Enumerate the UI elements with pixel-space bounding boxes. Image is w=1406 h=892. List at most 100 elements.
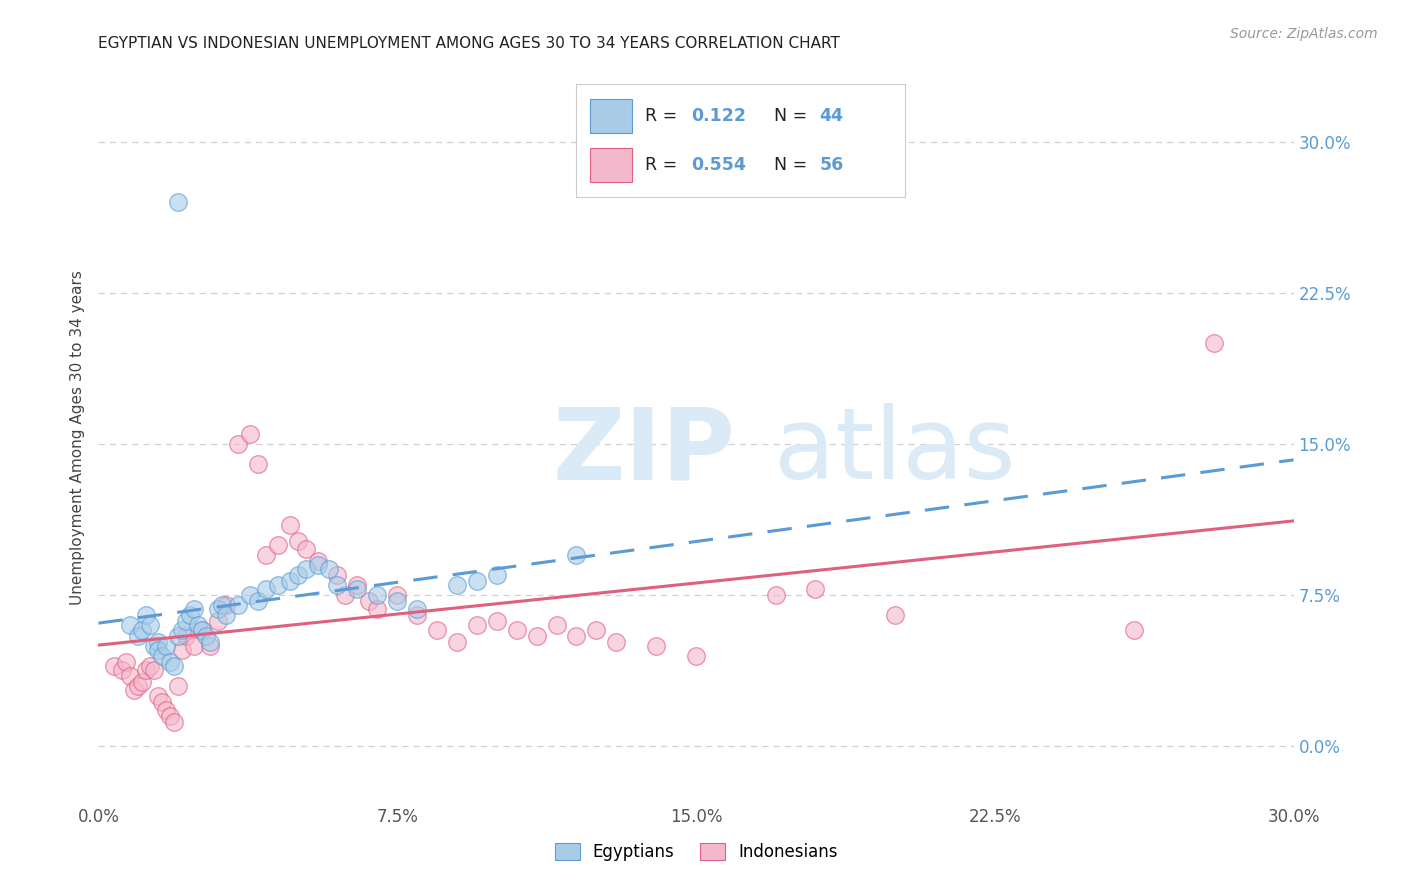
Point xyxy=(406,602,429,616)
Point xyxy=(172,623,194,637)
Point xyxy=(150,695,173,709)
Point xyxy=(195,629,218,643)
Point xyxy=(287,533,309,548)
Point xyxy=(446,578,468,592)
Point xyxy=(426,623,449,637)
Point xyxy=(207,602,229,616)
Point xyxy=(163,658,186,673)
Point xyxy=(131,674,153,689)
Legend: Egyptians, Indonesians: Egyptians, Indonesians xyxy=(548,836,844,868)
Point xyxy=(198,639,221,653)
Point xyxy=(366,602,388,616)
Point xyxy=(131,623,153,637)
Point xyxy=(143,663,166,677)
Text: ZIP: ZIP xyxy=(553,403,735,500)
Point xyxy=(226,599,249,613)
Point xyxy=(215,599,238,613)
Point xyxy=(294,562,316,576)
Point xyxy=(187,618,209,632)
Point xyxy=(183,602,205,616)
Point xyxy=(359,594,381,608)
Point xyxy=(465,618,488,632)
Point xyxy=(167,629,190,643)
Point xyxy=(207,615,229,629)
Point xyxy=(211,599,233,613)
Point xyxy=(150,648,173,663)
Point xyxy=(366,588,388,602)
Point xyxy=(239,427,262,442)
Point xyxy=(346,582,368,597)
Text: EGYPTIAN VS INDONESIAN UNEMPLOYMENT AMONG AGES 30 TO 34 YEARS CORRELATION CHART: EGYPTIAN VS INDONESIAN UNEMPLOYMENT AMON… xyxy=(98,36,841,51)
Point xyxy=(485,568,508,582)
Point xyxy=(191,623,214,637)
Point xyxy=(148,634,170,648)
Point xyxy=(267,538,290,552)
Y-axis label: Unemployment Among Ages 30 to 34 years: Unemployment Among Ages 30 to 34 years xyxy=(69,269,84,605)
Point xyxy=(198,634,221,648)
Point xyxy=(326,578,349,592)
Point xyxy=(239,588,262,602)
Point xyxy=(155,703,177,717)
Point xyxy=(167,195,190,210)
Point xyxy=(179,608,201,623)
Point xyxy=(526,629,548,643)
Point xyxy=(546,618,568,632)
Point xyxy=(685,648,707,663)
Point xyxy=(148,689,170,703)
Point xyxy=(143,639,166,653)
Point xyxy=(135,608,157,623)
Point xyxy=(246,457,269,471)
Point xyxy=(127,629,149,643)
Point xyxy=(765,588,787,602)
Point xyxy=(159,709,181,723)
Point xyxy=(215,608,238,623)
Point xyxy=(645,639,668,653)
Point xyxy=(226,437,249,451)
Point xyxy=(254,582,277,597)
Point xyxy=(565,629,588,643)
Text: Source: ZipAtlas.com: Source: ZipAtlas.com xyxy=(1230,27,1378,41)
Point xyxy=(135,663,157,677)
Point xyxy=(120,669,142,683)
Point xyxy=(506,623,529,637)
Point xyxy=(278,574,301,589)
Point xyxy=(294,541,316,556)
Point xyxy=(254,548,277,562)
Point xyxy=(163,715,186,730)
Point xyxy=(406,608,429,623)
Point xyxy=(585,623,607,637)
Point xyxy=(1123,623,1146,637)
Text: atlas: atlas xyxy=(773,403,1015,500)
Point xyxy=(307,554,329,568)
Point xyxy=(485,615,508,629)
Point xyxy=(174,615,197,629)
Point xyxy=(278,517,301,532)
Point xyxy=(159,655,181,669)
Point xyxy=(191,623,214,637)
Point xyxy=(246,594,269,608)
Point xyxy=(307,558,329,572)
Point xyxy=(804,582,827,597)
Point xyxy=(120,618,142,632)
Point xyxy=(124,682,146,697)
Point xyxy=(155,639,177,653)
Point xyxy=(139,658,162,673)
Point xyxy=(183,639,205,653)
Point xyxy=(346,578,368,592)
Point xyxy=(115,655,138,669)
Point xyxy=(318,562,340,576)
Point xyxy=(565,548,588,562)
Point xyxy=(1202,336,1225,351)
Point xyxy=(127,679,149,693)
Point xyxy=(446,634,468,648)
Point xyxy=(385,594,409,608)
Point xyxy=(103,658,125,673)
Point xyxy=(287,568,309,582)
Point xyxy=(884,608,907,623)
Point xyxy=(465,574,488,589)
Point xyxy=(148,642,170,657)
Point xyxy=(385,588,409,602)
Point xyxy=(326,568,349,582)
Point xyxy=(172,642,194,657)
Point xyxy=(174,629,197,643)
